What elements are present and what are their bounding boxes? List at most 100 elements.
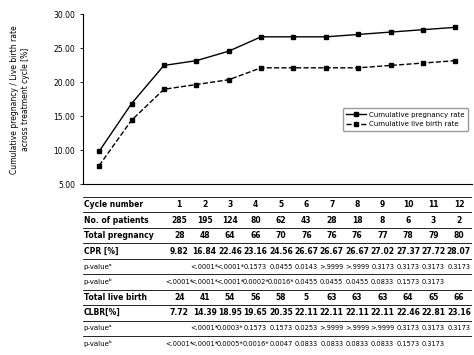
Y-axis label: Cumulative pregnancy / Live birth rate
across treatment cycle [%]: Cumulative pregnancy / Live birth rate a…: [9, 25, 30, 174]
Text: 28.07: 28.07: [447, 247, 471, 256]
Text: 63: 63: [352, 293, 363, 302]
Text: 0.1573: 0.1573: [269, 325, 292, 331]
Text: 54: 54: [225, 293, 235, 302]
Text: 0.3173: 0.3173: [422, 325, 445, 331]
Text: 26.67: 26.67: [294, 247, 319, 256]
Text: 0.3173: 0.3173: [422, 341, 445, 347]
Text: 76: 76: [301, 231, 312, 240]
Text: 28: 28: [327, 216, 337, 225]
Text: Cycle number: Cycle number: [84, 200, 143, 209]
Text: 0.3173: 0.3173: [422, 279, 445, 285]
Text: 27.72: 27.72: [421, 247, 446, 256]
Text: >.9999: >.9999: [345, 263, 369, 269]
Text: 9.82: 9.82: [170, 247, 189, 256]
Text: 0.0047: 0.0047: [269, 341, 292, 347]
Text: 0.0016*: 0.0016*: [268, 279, 294, 285]
Text: 22.11: 22.11: [320, 308, 344, 317]
Text: 11: 11: [428, 200, 439, 209]
Text: 0.3173: 0.3173: [397, 325, 419, 331]
Text: 80: 80: [250, 216, 261, 225]
Text: 70: 70: [275, 231, 286, 240]
Text: 9: 9: [380, 200, 385, 209]
Text: p-valueᵇ: p-valueᵇ: [84, 278, 113, 285]
Text: 6: 6: [405, 216, 410, 225]
Text: 0.0253: 0.0253: [295, 325, 318, 331]
Text: 22.46: 22.46: [396, 308, 420, 317]
Text: 7.72: 7.72: [170, 308, 189, 317]
Text: 22.81: 22.81: [421, 308, 446, 317]
Text: 0.3173: 0.3173: [447, 263, 470, 269]
Text: 7: 7: [329, 200, 335, 209]
Text: 6: 6: [304, 200, 309, 209]
Text: 58: 58: [276, 293, 286, 302]
Text: 1: 1: [177, 200, 182, 209]
Text: 24: 24: [174, 293, 184, 302]
Text: 4: 4: [253, 200, 258, 209]
Text: 14.39: 14.39: [193, 308, 217, 317]
Text: No. of patients: No. of patients: [84, 216, 148, 225]
Text: 22.46: 22.46: [218, 247, 242, 256]
Text: 2: 2: [202, 200, 207, 209]
Text: 0.1573: 0.1573: [244, 263, 267, 269]
Text: 0.1573: 0.1573: [397, 341, 419, 347]
Text: 77: 77: [377, 231, 388, 240]
Text: 43: 43: [301, 216, 311, 225]
Text: 124: 124: [222, 216, 238, 225]
Text: 0.3173: 0.3173: [447, 325, 470, 331]
Text: 27.02: 27.02: [371, 247, 395, 256]
Text: 19.65: 19.65: [244, 308, 267, 317]
Text: 56: 56: [250, 293, 261, 302]
Text: 41: 41: [200, 293, 210, 302]
Text: 64: 64: [225, 231, 235, 240]
Text: 0.0455: 0.0455: [320, 279, 344, 285]
Text: 3: 3: [228, 200, 233, 209]
Text: 0.1573: 0.1573: [397, 279, 419, 285]
Text: <.0001*: <.0001*: [165, 341, 193, 347]
Text: 80: 80: [454, 231, 464, 240]
Text: 26.67: 26.67: [320, 247, 344, 256]
Text: >.9999: >.9999: [345, 325, 369, 331]
Text: <.0001*: <.0001*: [191, 325, 219, 331]
Text: 0.0833: 0.0833: [320, 341, 343, 347]
Text: 24.56: 24.56: [269, 247, 293, 256]
Text: 8: 8: [380, 216, 385, 225]
Text: 0.0016*: 0.0016*: [242, 341, 269, 347]
Text: 0.0003*: 0.0003*: [217, 325, 243, 331]
Text: 2: 2: [456, 216, 462, 225]
Text: CPR [%]: CPR [%]: [84, 247, 118, 256]
Text: 18.95: 18.95: [218, 308, 242, 317]
Text: <.0001*: <.0001*: [191, 263, 219, 269]
Text: 22.11: 22.11: [345, 308, 369, 317]
Text: 0.0005*: 0.0005*: [217, 341, 244, 347]
Text: 0.3173: 0.3173: [397, 263, 419, 269]
Text: Total live birth: Total live birth: [84, 293, 147, 302]
Text: 0.0455: 0.0455: [269, 263, 292, 269]
Text: 48: 48: [200, 231, 210, 240]
Text: >.9999: >.9999: [319, 325, 344, 331]
Text: 63: 63: [377, 293, 388, 302]
Text: 76: 76: [327, 231, 337, 240]
Text: 66: 66: [454, 293, 464, 302]
Text: 0.0833: 0.0833: [346, 341, 369, 347]
Text: p-valueᵇ: p-valueᵇ: [84, 340, 113, 347]
Legend: Cumulative pregnancy rate, Cumulative live birth rate: Cumulative pregnancy rate, Cumulative li…: [343, 108, 468, 131]
Text: 8: 8: [355, 200, 360, 209]
Text: 76: 76: [352, 231, 363, 240]
Text: p-valueᵃ: p-valueᵃ: [84, 263, 112, 269]
Text: 62: 62: [276, 216, 286, 225]
Text: 66: 66: [250, 231, 261, 240]
Text: 16.84: 16.84: [192, 247, 217, 256]
Text: 0.3173: 0.3173: [371, 263, 394, 269]
Text: <.0001*: <.0001*: [165, 279, 193, 285]
Text: 0.0143: 0.0143: [295, 263, 318, 269]
Text: 23.16: 23.16: [244, 247, 267, 256]
Text: 12: 12: [454, 200, 464, 209]
Text: 27.37: 27.37: [396, 247, 420, 256]
Text: 79: 79: [428, 231, 439, 240]
Text: 78: 78: [403, 231, 413, 240]
Text: <.0001*: <.0001*: [191, 279, 219, 285]
Text: >.9999: >.9999: [371, 325, 395, 331]
Text: 64: 64: [403, 293, 413, 302]
Text: 3: 3: [431, 216, 436, 225]
Text: 5: 5: [278, 200, 283, 209]
